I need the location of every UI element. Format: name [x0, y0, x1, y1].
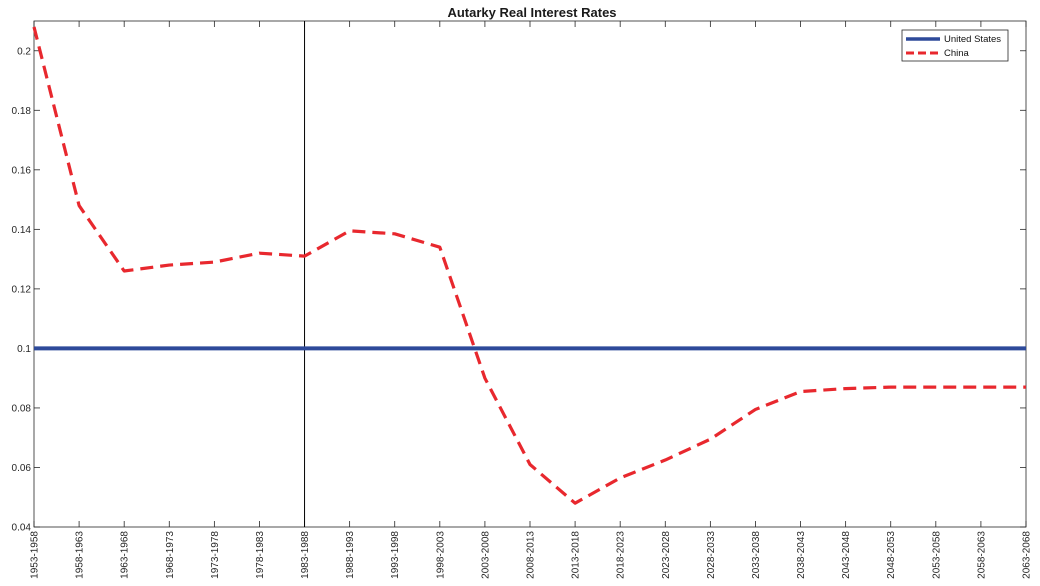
- x-tick-label: 1968-1973: [165, 531, 176, 579]
- x-tick-label: 2063-2068: [1022, 531, 1033, 579]
- y-tick-label: 0.06: [12, 463, 32, 474]
- legend-label-china: China: [944, 48, 970, 59]
- y-tick-label: 0.12: [12, 284, 32, 295]
- y-tick-label: 0.14: [12, 225, 32, 236]
- x-tick-label: 2028-2033: [706, 531, 717, 579]
- x-tick-label: 2003-2008: [480, 531, 491, 579]
- y-tick-label: 0.16: [12, 165, 32, 176]
- x-tick-label: 2038-2043: [796, 531, 807, 579]
- x-tick-label: 2018-2023: [616, 531, 627, 579]
- x-tick-label: 1983-1988: [300, 531, 311, 579]
- x-tick-label: 2023-2028: [661, 531, 672, 579]
- x-tick-label: 2033-2038: [751, 531, 762, 579]
- x-tick-label: 1973-1978: [210, 531, 221, 579]
- plot-frame: [33, 20, 1027, 528]
- x-tick-label: 1988-1993: [345, 531, 356, 579]
- y-tick-label: 0.1: [17, 344, 31, 355]
- x-tick-label: 1998-2003: [435, 531, 446, 579]
- y-tick-label: 0.18: [12, 106, 32, 117]
- plot-area: 0.04 0.06 0.08 0.1 0.12 0.14 0.16 0.18 0.2 1953-1…: [12, 20, 1033, 579]
- x-tick-label: 1958-1963: [75, 531, 86, 579]
- y-tick-label: 0.08: [12, 403, 32, 414]
- y-tick-label: 0.04: [12, 523, 32, 534]
- x-tick-label: 2043-2048: [841, 531, 852, 579]
- y-tick-label: 0.2: [17, 46, 31, 57]
- legend-label-united-states: United States: [944, 34, 1001, 45]
- x-tick-label: 2053-2058: [931, 531, 942, 579]
- x-tick-label: 1978-1983: [255, 531, 266, 579]
- x-tick-label: 2008-2013: [526, 531, 537, 579]
- x-tick-label: 2048-2053: [886, 531, 897, 579]
- x-tick-label: 1953-1958: [30, 531, 41, 579]
- series-line-china: [32, 26, 1026, 505]
- x-tick-label: 1993-1998: [390, 531, 401, 579]
- legend-box: [901, 29, 1009, 62]
- legend: United States China: [901, 29, 1009, 62]
- x-tick-label: 2013-2018: [571, 531, 582, 579]
- chart-title: Autarky Real Interest Rates: [447, 5, 616, 20]
- x-tick-label: 2058-2063: [976, 531, 987, 579]
- x-tick-label: 1963-1968: [120, 531, 131, 579]
